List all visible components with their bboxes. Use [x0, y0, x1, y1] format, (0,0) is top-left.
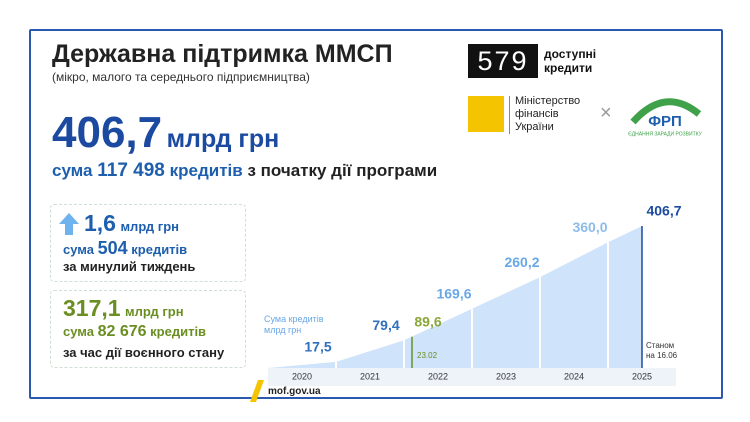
sum-word: сума — [52, 161, 93, 180]
x-tick-label: 2022 — [428, 371, 448, 381]
title: Державна підтримка ММСП — [52, 40, 393, 68]
separator: × — [600, 102, 612, 124]
total-amount: 406,7 — [52, 108, 163, 157]
total-line: сума 117 498 кредитів з початку дії прог… — [52, 160, 437, 182]
week-count-word: кредитів — [131, 242, 188, 257]
card — [29, 29, 723, 399]
value-label: 360,0 — [572, 219, 607, 235]
annotation-value: 89,6 — [414, 313, 441, 329]
war-amount: 317,1 — [63, 295, 121, 321]
war-count-word: кредитів — [150, 324, 207, 339]
fund-logo: ФРП ЄДНАННЯ ЗАРАДИ РОЗВИТКУ — [628, 98, 703, 137]
count-word: кредитів — [169, 161, 243, 180]
total-unit: млрд грн — [166, 125, 280, 153]
week-count: 504 — [97, 238, 128, 258]
value-label: 17,5 — [304, 339, 331, 355]
ministry-name: Міністерство фінансів України — [515, 95, 581, 133]
x-tick-label: 2023 — [496, 371, 516, 381]
week-unit: млрд грн — [120, 219, 180, 234]
count: 117 498 — [97, 160, 165, 181]
week-box — [50, 204, 246, 282]
week-sum: сума — [63, 242, 94, 257]
footer-logo — [250, 380, 264, 402]
week-amount: 1,6 — [84, 210, 116, 236]
fund-name: ФРП — [648, 113, 682, 130]
war-unit: млрд грн — [125, 304, 184, 319]
period: з початку дії програми — [247, 161, 438, 180]
program-name: доступні кредити — [544, 47, 597, 75]
ministry-emblem — [468, 96, 504, 132]
footer-site: mof.gov.ua — [268, 386, 321, 397]
fund-motto: ЄДНАННЯ ЗАРАДИ РОЗВИТКУ — [628, 131, 702, 137]
y-axis-label: Сума кредитів млрд грн — [264, 314, 324, 335]
war-count: 82 676 — [97, 323, 147, 340]
x-axis-bar — [268, 368, 676, 386]
value-label: 260,2 — [504, 254, 539, 270]
program-logo: 579 — [468, 44, 538, 78]
war-period: за час дії воєнного стану — [63, 345, 225, 360]
x-tick-label: 2025 — [632, 371, 652, 381]
area — [268, 226, 642, 368]
annotation-note: Станом на 16.06 — [646, 341, 678, 360]
value-label: 79,4 — [372, 317, 399, 333]
x-tick-label: 2024 — [564, 371, 584, 381]
value-label: 406,7 — [646, 203, 681, 219]
subtitle: (мікро, малого та середнього підприємниц… — [52, 70, 310, 84]
value-label: 169,6 — [436, 285, 471, 301]
week-period: за минулий тиждень — [63, 259, 196, 274]
total: 406,7 млрд грн — [52, 108, 279, 158]
x-tick-label: 2020 — [292, 371, 312, 381]
war-box — [50, 290, 246, 368]
annotation-date: 23.02 — [417, 351, 438, 360]
war-sum: сума — [63, 324, 94, 339]
x-tick-label: 2021 — [360, 371, 380, 381]
up-arrow — [59, 213, 79, 235]
